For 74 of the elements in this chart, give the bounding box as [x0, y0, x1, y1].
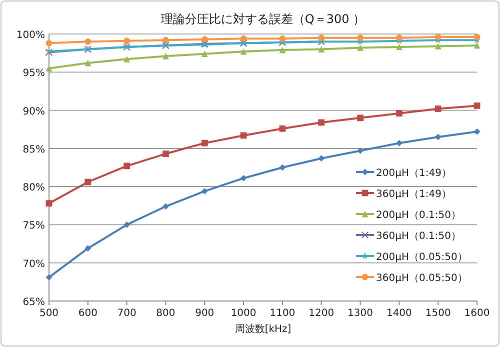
y-tick-label: 75% — [22, 220, 45, 232]
chart-title: 理論分圧比に対する誤差（Q＝300 ） — [160, 12, 366, 26]
legend-label: 360μH（0.05:50） — [376, 273, 468, 284]
point — [201, 50, 208, 58]
y-tick-label: 80% — [22, 182, 45, 194]
point — [396, 140, 402, 146]
point — [240, 35, 247, 42]
x-tick-label: 500 — [39, 308, 59, 319]
point — [318, 119, 325, 126]
x-tick-label: 1200 — [308, 308, 334, 319]
y-tick-label: 90% — [22, 106, 45, 118]
point — [162, 203, 169, 210]
point — [124, 162, 130, 170]
point — [240, 174, 247, 182]
point — [434, 106, 442, 112]
point — [201, 140, 208, 146]
point — [162, 36, 169, 44]
y-tick-label: 95% — [22, 68, 45, 80]
point — [46, 200, 52, 207]
point — [201, 188, 208, 194]
point — [434, 134, 442, 140]
point — [396, 44, 402, 50]
x-tick-label: 1000 — [230, 308, 256, 319]
point — [279, 164, 286, 171]
y-tick-label: 70% — [22, 258, 45, 270]
point — [434, 43, 442, 50]
point — [434, 34, 442, 40]
x-tick-label: 1500 — [425, 308, 451, 319]
x-tick-label: 1400 — [386, 308, 412, 319]
point — [84, 38, 92, 45]
point — [318, 155, 325, 162]
point — [162, 52, 169, 60]
point — [474, 128, 480, 135]
x-tick-label: 1100 — [270, 308, 296, 319]
point — [84, 60, 92, 66]
point — [318, 34, 325, 42]
legend-label: 200μH（0.05:50） — [376, 252, 468, 263]
point — [279, 46, 286, 54]
point — [46, 40, 52, 46]
point — [84, 178, 92, 186]
point — [124, 56, 130, 62]
point — [201, 36, 208, 43]
point — [46, 274, 52, 281]
legend-label: 200μH（0.1:50） — [376, 210, 461, 221]
point — [474, 34, 480, 40]
y-tick-label: 65% — [22, 297, 45, 308]
point — [279, 35, 286, 42]
point — [357, 44, 364, 51]
legend-label: 200μH（1:49） — [376, 168, 452, 179]
point — [474, 42, 480, 49]
x-tick-label: 800 — [156, 308, 176, 319]
x-tick-label: 900 — [195, 308, 214, 319]
point — [318, 46, 325, 52]
point — [162, 150, 169, 157]
point — [357, 34, 364, 42]
point — [396, 110, 402, 117]
point — [124, 222, 130, 228]
x-axis-title: 周波数[kHz] — [234, 323, 292, 335]
y-tick-label: 100% — [16, 30, 45, 41]
x-tick-label: 1600 — [464, 308, 490, 319]
x-tick-label: 600 — [78, 308, 98, 319]
legend-label: 360μH（0.1:50） — [376, 231, 461, 242]
point — [396, 34, 402, 42]
point — [46, 65, 52, 72]
point — [474, 102, 480, 109]
point — [124, 38, 130, 44]
x-tick-label: 1300 — [348, 308, 373, 319]
point — [279, 125, 286, 132]
point — [84, 245, 92, 252]
point — [357, 148, 364, 154]
y-tick-label: 85% — [22, 144, 45, 156]
legend-label: 360μH（1:49） — [376, 189, 452, 200]
x-tick-label: 700 — [117, 308, 136, 319]
point — [357, 114, 364, 122]
